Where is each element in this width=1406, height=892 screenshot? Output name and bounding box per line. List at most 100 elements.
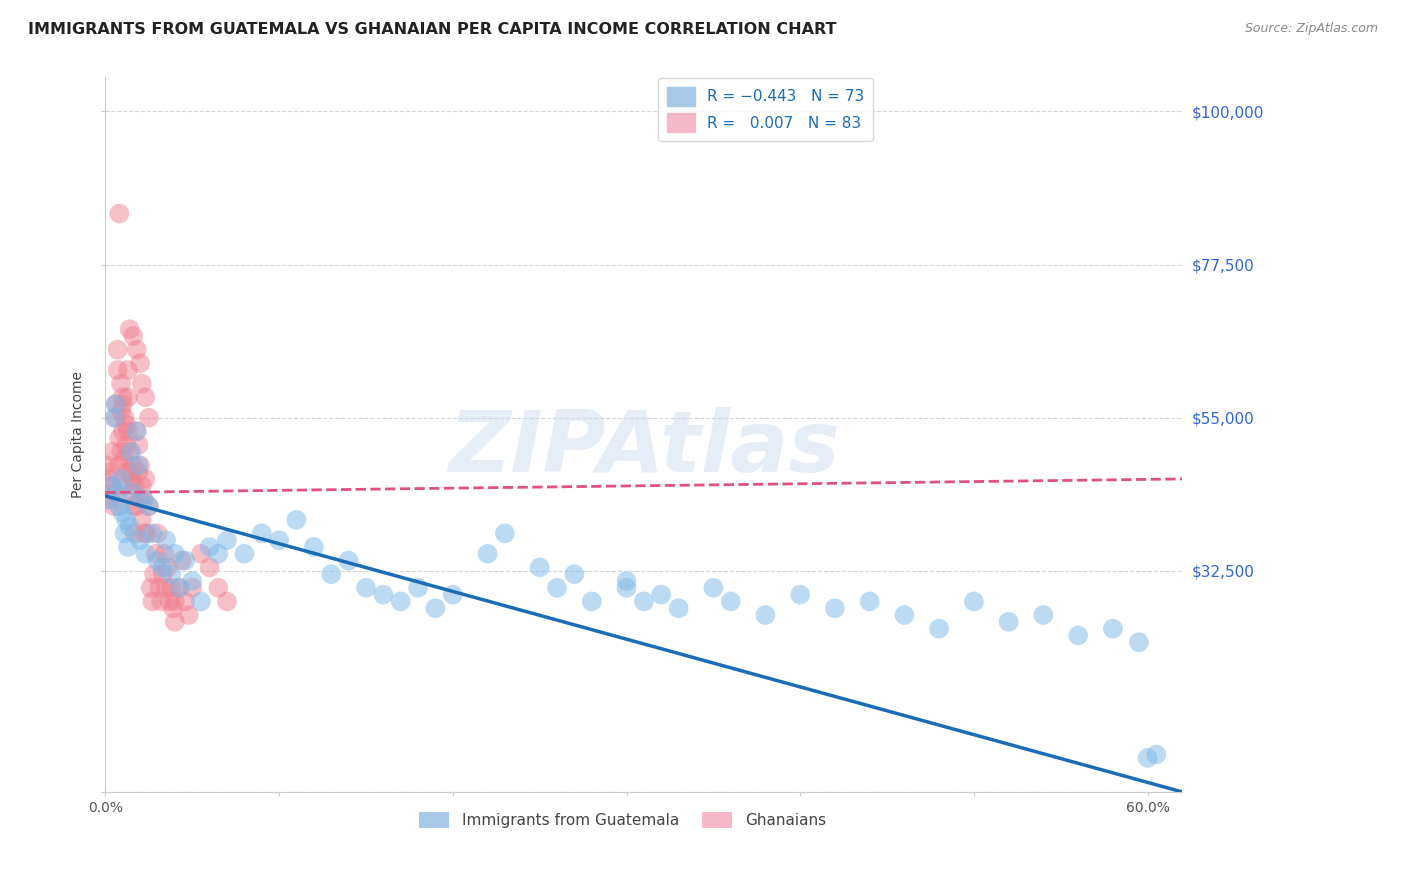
- Point: [153, 547, 176, 561]
- Point: [893, 607, 915, 622]
- Point: [169, 581, 191, 595]
- Point: [174, 553, 197, 567]
- Point: [702, 581, 724, 595]
- Point: [111, 390, 134, 404]
- Point: [1032, 607, 1054, 622]
- Point: [103, 485, 125, 500]
- Point: [155, 581, 177, 595]
- Point: [129, 533, 152, 548]
- Point: [170, 553, 193, 567]
- Point: [160, 567, 183, 582]
- Point: [100, 465, 122, 479]
- Point: [494, 526, 516, 541]
- Point: [138, 499, 160, 513]
- Point: [163, 547, 186, 561]
- Point: [117, 390, 139, 404]
- Point: [111, 479, 134, 493]
- Point: [104, 397, 127, 411]
- Point: [110, 444, 132, 458]
- Point: [120, 444, 142, 458]
- Point: [148, 581, 170, 595]
- Point: [198, 540, 221, 554]
- Point: [159, 594, 181, 608]
- Point: [789, 588, 811, 602]
- Point: [181, 574, 204, 588]
- Point: [1067, 628, 1090, 642]
- Point: [215, 533, 238, 548]
- Point: [120, 485, 142, 500]
- Point: [117, 363, 139, 377]
- Point: [114, 526, 136, 541]
- Point: [110, 404, 132, 418]
- Point: [145, 547, 167, 561]
- Point: [134, 547, 156, 561]
- Point: [134, 472, 156, 486]
- Point: [129, 492, 152, 507]
- Text: ZIPAtlas: ZIPAtlas: [449, 408, 839, 491]
- Point: [177, 607, 200, 622]
- Point: [127, 438, 149, 452]
- Point: [111, 425, 134, 439]
- Point: [108, 458, 131, 473]
- Point: [115, 417, 138, 432]
- Point: [928, 622, 950, 636]
- Point: [373, 588, 395, 602]
- Point: [125, 425, 148, 439]
- Point: [425, 601, 447, 615]
- Point: [581, 594, 603, 608]
- Point: [131, 479, 153, 493]
- Legend: Immigrants from Guatemala, Ghanaians: Immigrants from Guatemala, Ghanaians: [413, 806, 832, 834]
- Point: [97, 492, 120, 507]
- Point: [132, 492, 155, 507]
- Point: [124, 479, 146, 493]
- Point: [124, 526, 146, 541]
- Point: [101, 479, 124, 493]
- Point: [152, 560, 174, 574]
- Point: [650, 588, 672, 602]
- Point: [122, 485, 145, 500]
- Point: [122, 499, 145, 513]
- Point: [143, 567, 166, 582]
- Point: [107, 363, 129, 377]
- Point: [529, 560, 551, 574]
- Point: [138, 499, 160, 513]
- Point: [163, 594, 186, 608]
- Point: [233, 547, 256, 561]
- Point: [162, 601, 184, 615]
- Point: [125, 499, 148, 513]
- Y-axis label: Per Capita Income: Per Capita Income: [72, 371, 86, 499]
- Point: [104, 397, 127, 411]
- Point: [115, 513, 138, 527]
- Point: [302, 540, 325, 554]
- Point: [337, 553, 360, 567]
- Point: [138, 410, 160, 425]
- Point: [125, 425, 148, 439]
- Point: [110, 376, 132, 391]
- Point: [125, 343, 148, 357]
- Point: [546, 581, 568, 595]
- Point: [152, 567, 174, 582]
- Point: [167, 581, 190, 595]
- Point: [96, 458, 118, 473]
- Point: [127, 458, 149, 473]
- Point: [181, 581, 204, 595]
- Point: [250, 526, 273, 541]
- Point: [134, 390, 156, 404]
- Point: [141, 526, 163, 541]
- Point: [149, 594, 172, 608]
- Point: [1102, 622, 1125, 636]
- Point: [321, 567, 343, 582]
- Point: [122, 329, 145, 343]
- Point: [100, 492, 122, 507]
- Point: [101, 479, 124, 493]
- Point: [215, 594, 238, 608]
- Point: [1128, 635, 1150, 649]
- Point: [110, 472, 132, 486]
- Point: [132, 492, 155, 507]
- Point: [141, 594, 163, 608]
- Point: [101, 444, 124, 458]
- Point: [115, 465, 138, 479]
- Point: [146, 526, 169, 541]
- Point: [616, 574, 638, 588]
- Point: [354, 581, 377, 595]
